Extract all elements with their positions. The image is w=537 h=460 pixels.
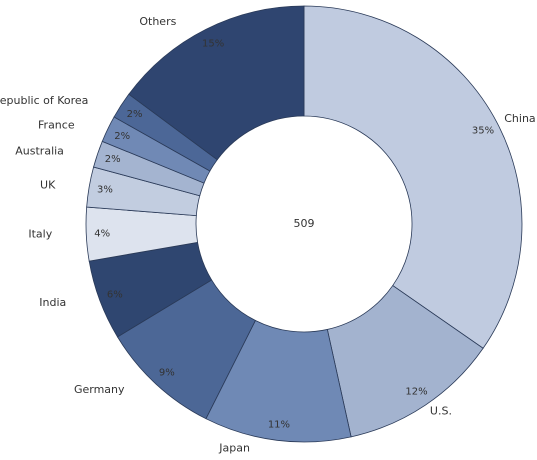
value-label: 12% xyxy=(405,387,427,398)
value-label: 2% xyxy=(127,109,143,120)
value-label: 6% xyxy=(107,290,123,301)
category-label: India xyxy=(39,296,66,309)
slice xyxy=(128,5,305,161)
category-label: Others xyxy=(139,15,176,28)
category-label: UK xyxy=(40,179,56,192)
center-label: 509 xyxy=(294,217,315,230)
category-label: Republic of Korea xyxy=(0,94,88,107)
value-label: 15% xyxy=(202,39,224,50)
category-label: Germany xyxy=(74,383,125,396)
value-label: 9% xyxy=(159,367,175,378)
category-label: France xyxy=(38,118,75,131)
category-label: U.S. xyxy=(430,405,452,418)
value-label: 2% xyxy=(114,131,130,142)
category-label: China xyxy=(504,112,535,125)
value-label: 4% xyxy=(94,228,110,239)
category-label: Australia xyxy=(15,144,64,157)
value-label: 3% xyxy=(97,185,113,196)
value-label: 11% xyxy=(268,419,290,430)
category-label: Japan xyxy=(218,441,250,454)
value-label: 2% xyxy=(105,154,121,165)
slice xyxy=(303,5,523,349)
category-label: Italy xyxy=(28,228,52,241)
value-label: 35% xyxy=(472,125,494,136)
